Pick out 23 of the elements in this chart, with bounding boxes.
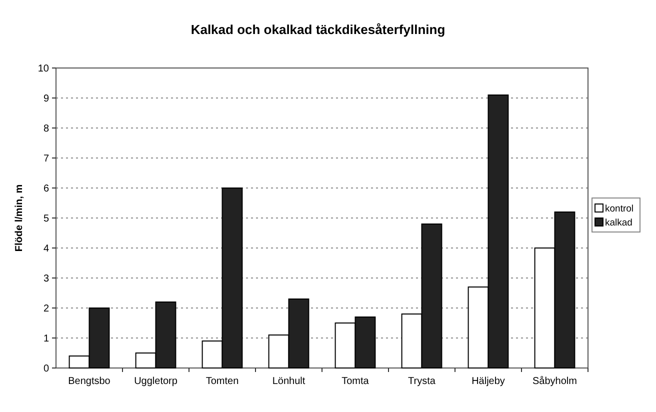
y-tick-label: 0	[43, 364, 50, 374]
y-tick-label: 7	[43, 154, 50, 164]
y-tick-label: 10	[38, 64, 50, 74]
x-tick-label: Trysta	[408, 376, 436, 387]
y-tick-label: 4	[43, 244, 50, 254]
x-tick-label: Såbyholm	[532, 375, 577, 387]
x-tick-label: Lönhult	[272, 376, 306, 387]
y-tick-label: 9	[43, 94, 50, 104]
y-tick-label: 8	[43, 124, 50, 134]
y-tick-label: 2	[43, 304, 50, 314]
y-tick-label: 6	[43, 184, 50, 194]
y-tick-label: 3	[43, 274, 50, 284]
x-tick-label: Häljeby	[472, 376, 505, 387]
x-tick-label: Tomten	[206, 376, 239, 387]
y-axis-title: Flöde l/min, m	[14, 184, 25, 252]
y-tick-label: 1	[43, 334, 50, 344]
chart-title: Kalkad och okalkad täckdikesåterfyllning	[190, 22, 446, 37]
legend-label: kontrol	[605, 203, 634, 214]
y-tick-label: 5	[43, 214, 50, 224]
x-tick-label: Tomta	[342, 376, 370, 387]
legend-label: kalkad	[605, 217, 632, 228]
x-tick-label: Uggletorp	[134, 376, 178, 387]
x-tick-label: Bengtsbo	[68, 376, 111, 387]
